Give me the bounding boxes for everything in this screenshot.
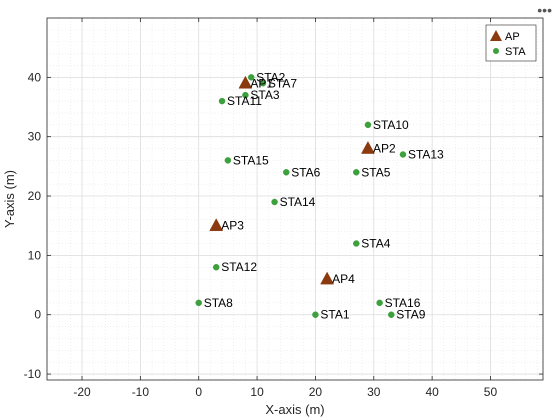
sta-marker [282,169,290,176]
point-label: STA2 [256,70,285,84]
plot-area [47,18,543,380]
point-label: STA10 [373,118,409,132]
point-label: STA3 [250,88,279,102]
point-label: STA12 [221,260,257,274]
point-label: AP2 [373,142,396,156]
point-label: STA1 [320,308,349,322]
axes-box [46,17,544,381]
x-tick-label: -10 [132,385,150,399]
sta-marker [312,311,319,318]
sta-marker [218,97,226,105]
sta-marker [259,80,267,87]
legend-box [485,24,537,62]
sta-marker [388,311,395,318]
x-tick-label: 50 [484,385,498,399]
sta-marker [195,299,202,307]
ap-marker [320,271,335,285]
point-label: STA6 [291,165,320,179]
point-label: STA7 [268,76,297,90]
x-tick-label: 20 [309,385,323,399]
y-axis-ticks: -10 0 10 20 30 40 [24,70,543,381]
ap-marker [209,218,224,231]
y-tick-label: 30 [28,130,42,144]
point-label: AP3 [221,219,244,233]
sta-marker [353,169,360,176]
point-labels: AP1 AP2 AP3 AP4 STA1 STA2 STA3 STA4 STA5 STA6 STA7… [204,70,444,321]
ap-marker [361,141,375,154]
point-label: STA13 [408,147,444,161]
point-label: STA14 [280,195,316,209]
sta-marker [399,151,407,158]
data-points [195,74,407,318]
legend-entry-sta: STA [505,46,526,58]
sta-marker [353,240,360,247]
y-tick-label: 40 [28,70,42,84]
legend-ap-marker [490,30,502,41]
x-tick-label: 10 [250,385,264,399]
axes-frame [46,17,544,381]
point-label: STA15 [233,153,269,167]
plot-background [47,18,543,380]
point-label: STA8 [204,296,233,310]
sta-marker [212,263,220,271]
legend-entry-ap: AP [505,31,520,43]
y-tick-label: 0 [34,308,41,322]
sta-marker [364,121,372,129]
x-axis-ticks: -20 -10 0 10 20 30 40 50 [73,18,497,399]
minor-grid [46,18,543,380]
sta-marker [242,91,249,99]
major-grid [47,18,543,380]
point-label: STA16 [385,296,421,310]
point-label: STA4 [361,237,390,251]
x-tick-label: -20 [73,385,91,399]
point-label: STA5 [361,165,390,179]
more-options-icon[interactable]: ••• [537,2,552,18]
point-label: STA9 [396,308,425,322]
x-tick-label: 0 [195,385,202,399]
ap-marker [238,75,253,89]
y-tick-label: 10 [28,248,42,262]
point-label: AP1 [250,76,273,90]
point-label: AP4 [332,272,355,286]
sta-marker [376,299,383,307]
point-label: STA11 [227,94,262,108]
sta-marker [271,198,278,206]
legend-sta-marker [493,48,499,54]
legend: AP STA [485,24,537,62]
sta-marker [247,74,255,81]
y-tick-label: -10 [24,367,42,381]
y-tick-label: 20 [28,189,42,203]
x-axis-label: X-axis (m) [265,402,324,417]
x-tick-label: 30 [367,385,381,399]
y-axis-label: Y-axis (m) [2,170,17,228]
x-tick-label: 40 [425,385,439,399]
sta-marker [224,157,232,164]
